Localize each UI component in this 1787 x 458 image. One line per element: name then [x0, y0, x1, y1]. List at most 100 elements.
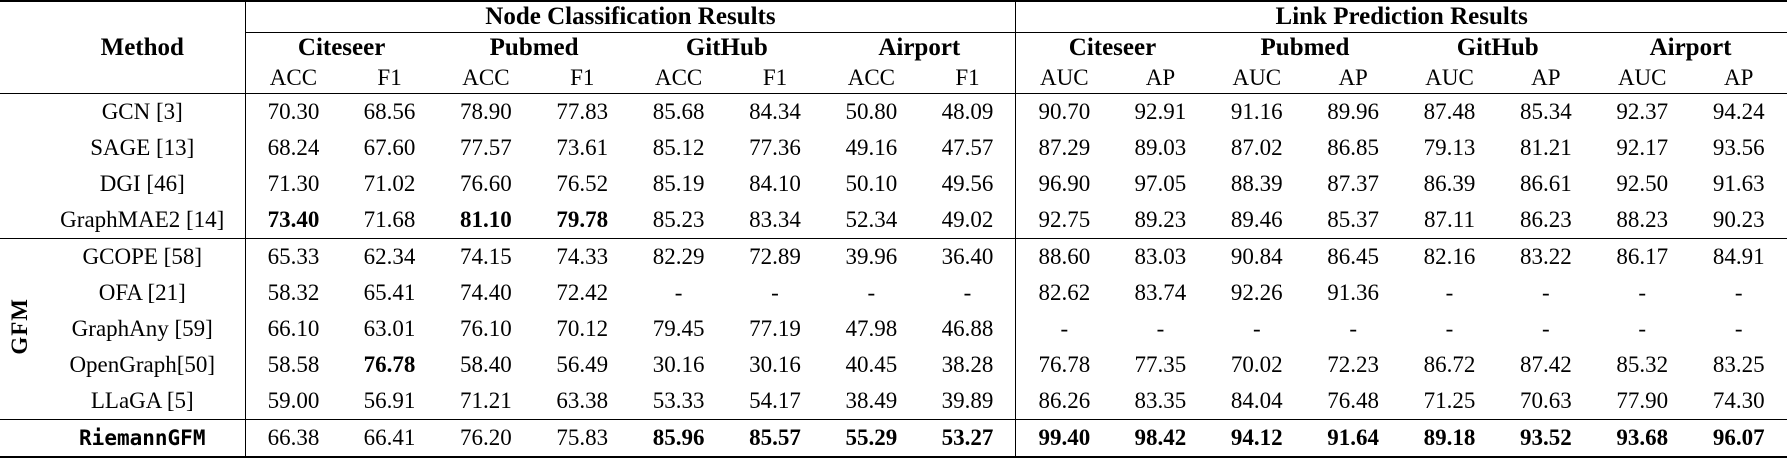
value-cell: 49.16 — [845, 135, 898, 160]
value-cell: 88.23 — [1616, 207, 1669, 232]
value-cell: 77.90 — [1616, 388, 1669, 413]
method-column-header: Method — [0, 1, 246, 94]
metric-header: AP — [1112, 63, 1209, 94]
value-cell: 85.57 — [726, 419, 824, 457]
value-cell: 79.13 — [1423, 135, 1476, 160]
value-cell: 38.49 — [845, 388, 898, 413]
dataset-header-nc-citeseer: Citeseer — [297, 34, 386, 61]
value-cell: 70.02 — [1230, 352, 1283, 377]
value-cell: 93.56 — [1712, 135, 1765, 160]
value-cell: 84.04 — [1230, 388, 1283, 413]
value-cell: - — [1734, 280, 1743, 305]
value-cell: 46.88 — [919, 311, 1017, 347]
value-cell: 86.23 — [1519, 207, 1572, 232]
value-cell: 30.16 — [749, 352, 801, 377]
value-cell: 53.33 — [652, 388, 705, 413]
table-row-dgi: DGI [46] 71.30 71.02 76.60 76.52 85.19 8… — [0, 166, 1787, 202]
metric-header: AP — [1690, 63, 1787, 94]
value-cell: 90.84 — [1208, 238, 1305, 275]
value-cell: 53.27 — [919, 419, 1017, 457]
value-cell: 90.23 — [1712, 207, 1765, 232]
value-cell: 87.29 — [1038, 135, 1091, 160]
value-cell: 66.38 — [245, 419, 342, 457]
value-cell: 76.78 — [1038, 352, 1091, 377]
value-cell: 83.03 — [1112, 238, 1209, 275]
value-cell: 50.10 — [845, 171, 898, 196]
value-cell: 83.35 — [1134, 388, 1187, 413]
dataset-header-lp-pubmed: Pubmed — [1260, 34, 1350, 61]
value-cell: 79.45 — [652, 316, 705, 341]
value-cell: 58.58 — [267, 352, 320, 377]
value-cell: - — [1156, 316, 1165, 341]
value-cell: 38.28 — [919, 347, 1017, 383]
metric-header: F1 — [726, 63, 824, 94]
value-cell: 96.07 — [1690, 419, 1787, 457]
value-cell: 87.37 — [1327, 171, 1380, 196]
value-cell: 36.40 — [919, 238, 1017, 275]
metric-header: ACC — [823, 63, 920, 94]
value-cell: 89.46 — [1230, 207, 1283, 232]
value-cell: 92.50 — [1616, 171, 1669, 196]
value-cell: - — [1445, 280, 1454, 305]
value-cell: 85.19 — [652, 171, 705, 196]
value-cell: 71.25 — [1423, 388, 1476, 413]
value-cell: 63.38 — [556, 388, 609, 413]
value-cell: 77.83 — [556, 99, 609, 124]
value-cell: 74.33 — [534, 238, 631, 275]
metric-header: ACC — [437, 63, 535, 94]
value-cell: - — [867, 280, 876, 305]
value-cell: 85.96 — [630, 419, 727, 457]
value-cell: 76.20 — [437, 419, 535, 457]
value-cell: 48.09 — [919, 93, 1017, 130]
value-cell: 91.36 — [1327, 280, 1380, 305]
value-cell: - — [771, 280, 779, 305]
header-metric-row: ACC F1 ACC F1 ACC F1 ACC F1 AUC AP AUC A… — [0, 63, 1787, 94]
value-cell: 88.60 — [1015, 238, 1113, 275]
value-cell: 81.21 — [1519, 135, 1572, 160]
value-cell: 54.17 — [749, 388, 801, 413]
value-cell: 58.32 — [267, 280, 320, 305]
value-cell: 73.40 — [267, 207, 320, 232]
value-cell: 82.16 — [1401, 238, 1498, 275]
table-row-riemanngfm: RiemannGFM 66.38 66.41 76.20 75.83 85.96… — [0, 419, 1787, 457]
value-cell: 79.78 — [556, 207, 609, 232]
value-cell: 71.30 — [267, 171, 320, 196]
value-cell: 74.30 — [1712, 388, 1765, 413]
value-cell: 74.15 — [437, 238, 535, 275]
method-sage: SAGE [13] — [40, 130, 246, 166]
method-ofa: OFA [21] — [40, 275, 246, 311]
value-cell: 86.39 — [1423, 171, 1476, 196]
header-dataset-row: Citeseer Pubmed GitHub Airport Citeseer … — [0, 32, 1787, 63]
value-cell: 76.78 — [363, 352, 416, 377]
value-cell: 90.70 — [1038, 99, 1091, 124]
dataset-header-nc-pubmed: Pubmed — [489, 34, 579, 61]
metric-header: F1 — [919, 63, 1017, 94]
value-cell: 47.98 — [845, 316, 898, 341]
value-cell: 85.34 — [1519, 99, 1572, 124]
header-section-row: Method Node Classification Results Link … — [0, 1, 1787, 94]
value-cell: 85.68 — [652, 99, 705, 124]
metric-header: AUC — [1208, 63, 1305, 94]
gfm-vertical-label: GFM — [7, 297, 32, 355]
value-cell: 83.25 — [1712, 352, 1765, 377]
value-cell: 58.40 — [460, 352, 512, 377]
method-graphany: GraphAny [59] — [40, 311, 246, 347]
value-cell: 87.48 — [1423, 99, 1476, 124]
metric-header: F1 — [534, 63, 631, 94]
metric-header: ACC — [630, 63, 727, 94]
value-cell: 76.60 — [460, 171, 512, 196]
value-cell: - — [1542, 316, 1550, 341]
table-row-ofa: OFA [21] 58.32 65.41 74.40 72.42 - - - -… — [0, 275, 1787, 311]
dataset-header-nc-github: GitHub — [685, 34, 768, 61]
value-cell: 87.11 — [1424, 207, 1475, 232]
value-cell: 85.37 — [1327, 207, 1380, 232]
value-cell: 83.74 — [1134, 280, 1187, 305]
value-cell: 56.49 — [556, 352, 609, 377]
value-cell: 94.12 — [1208, 419, 1305, 457]
value-cell: 66.10 — [267, 316, 320, 341]
value-cell: 67.60 — [363, 135, 416, 160]
method-gcn: GCN [3] — [40, 93, 246, 130]
value-cell: 70.30 — [267, 99, 320, 124]
value-cell: 50.80 — [845, 99, 898, 124]
value-cell: 39.96 — [823, 238, 920, 275]
